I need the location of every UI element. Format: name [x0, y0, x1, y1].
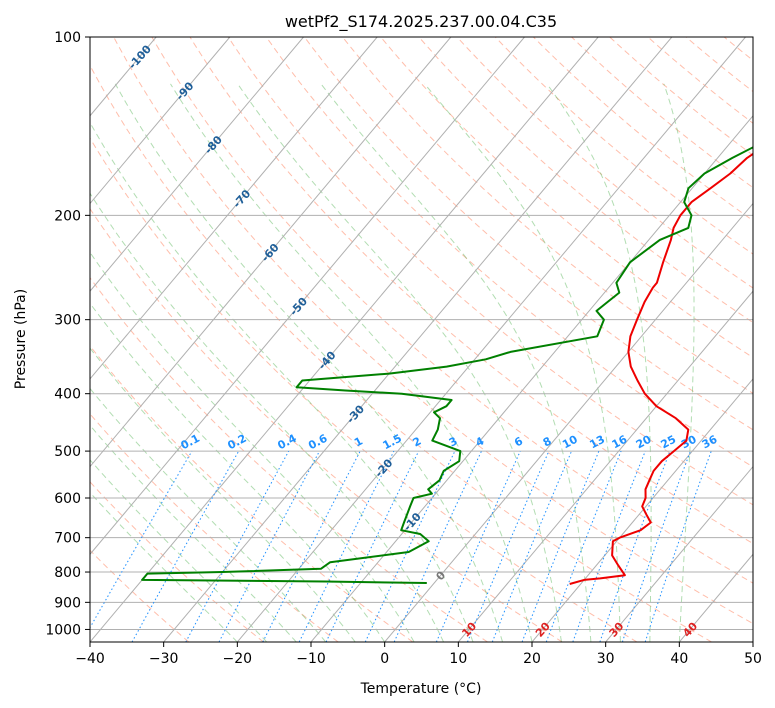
x-tick-label: 20 — [523, 651, 541, 667]
mixing-ratio-line — [435, 450, 521, 642]
isotherm-line — [236, 37, 746, 642]
x-tick-label: −10 — [296, 651, 326, 667]
y-axis-title: Pressure (hPa) — [13, 289, 29, 389]
dry-adiabat-line — [494, 37, 753, 255]
isotherm-line — [90, 37, 452, 468]
mixing-ratio-line — [621, 450, 691, 642]
moist-adiabat-line — [114, 83, 503, 642]
x-tick-label: 40 — [670, 651, 688, 667]
dry-adiabat-line — [304, 37, 753, 431]
x-tick-label: −20 — [223, 651, 253, 667]
x-tick-label: −40 — [75, 651, 105, 667]
dry-adiabat-line — [113, 37, 753, 625]
dry-adiabat-line — [90, 345, 414, 642]
isotherm-line — [531, 378, 753, 642]
dry-adiabat-line — [189, 37, 753, 545]
moist-adiabat-line — [90, 459, 268, 642]
mixing-ratio-line — [644, 450, 712, 642]
plot-frame — [89, 36, 754, 643]
moist-adiabat-line — [546, 83, 652, 642]
x-tick-label: 10 — [449, 651, 467, 667]
dry-adiabat-line — [380, 37, 753, 359]
dry-adiabat-line — [151, 37, 753, 584]
moist-adiabat-line — [90, 192, 445, 642]
isotherm-line — [90, 37, 304, 292]
isotherm-line — [605, 465, 753, 642]
x-tick-label: −30 — [149, 651, 179, 667]
mixing-ratio-label: 25 — [659, 433, 679, 452]
y-tick-label: 1000 — [45, 622, 81, 638]
isotherm-line — [90, 37, 599, 642]
moist-adiabat-line — [170, 83, 533, 642]
x-axis-title: Temperature (°C) — [360, 681, 482, 697]
y-tick-label: 700 — [54, 531, 81, 547]
dry-adiabat-line — [533, 37, 753, 222]
moist-adiabat-line — [90, 387, 327, 642]
mixing-ratio-line — [545, 450, 622, 642]
moist-adiabat-line — [90, 347, 356, 642]
x-tick-label: 30 — [597, 651, 615, 667]
y-tick-label: 800 — [54, 565, 81, 581]
moist-adiabat-line — [90, 302, 386, 642]
mixing-ratio-line — [185, 450, 290, 642]
mixing-ratio-line — [491, 450, 573, 642]
mixing-ratio-label: 10 — [560, 433, 580, 452]
dry-adiabat-line — [227, 37, 753, 506]
temperature-profile-line — [569, 152, 753, 585]
moist-adiabat-line — [237, 83, 562, 642]
isotherm-line — [457, 290, 753, 642]
moist-adiabat-line — [663, 83, 695, 642]
mixing-ratio-label: 13 — [587, 433, 607, 452]
moist-adiabat-line — [90, 121, 474, 642]
mixing-ratio-line — [572, 450, 646, 642]
dry-adiabat-line — [342, 37, 753, 394]
mixing-ratio-label: 36 — [700, 433, 720, 452]
y-tick-label: 200 — [54, 208, 81, 224]
isotherm-line — [163, 37, 673, 642]
mixing-ratio-line — [218, 450, 320, 642]
data-series — [141, 146, 753, 585]
moist-adiabat-line — [320, 83, 592, 642]
dry-adiabat-line — [90, 481, 264, 642]
mixing-ratio-label: 20 — [634, 433, 654, 452]
moist-adiabat-line — [424, 83, 621, 642]
dewpoint-profile-line — [141, 146, 753, 584]
dry-adiabat-line — [90, 137, 638, 642]
y-tick-label: 900 — [54, 595, 81, 611]
moist-adiabat-line — [90, 424, 297, 642]
x-tick-label: 0 — [380, 651, 389, 667]
y-tick-label: 300 — [54, 313, 81, 329]
dry-adiabat-line — [571, 37, 753, 189]
mixing-ratio-line — [298, 450, 395, 642]
isotherm-line — [90, 37, 231, 205]
isotherm-line — [310, 115, 753, 642]
dry-adiabat-line — [90, 64, 712, 642]
y-axis-ticks: 100 200 300 400 500 600 700 800 900 1000 — [45, 30, 90, 638]
x-axis-ticks: −40 −30 −20 −10 0 10 20 30 40 50 — [75, 642, 762, 667]
y-tick-label: 400 — [54, 387, 81, 403]
isotherm-line — [384, 202, 753, 642]
mixing-ratio-line — [467, 450, 550, 642]
isotherm-line — [90, 37, 525, 556]
mixing-ratio-label: 16 — [610, 433, 630, 452]
isotherm-line — [90, 37, 378, 380]
x-tick-label: 50 — [744, 651, 762, 667]
chart-title: wetPf2_S174.2025.237.00.04.C35 — [285, 12, 557, 32]
y-tick-label: 100 — [54, 30, 81, 46]
y-tick-label: 500 — [54, 444, 81, 460]
moist-adiabat-line — [90, 251, 415, 642]
mixing-ratio-line — [599, 450, 671, 642]
background-lines — [90, 37, 753, 642]
mixing-ratio-line — [131, 450, 240, 642]
mixing-ratio-label: 30 — [679, 433, 699, 452]
mixing-ratio-line — [521, 450, 600, 642]
y-tick-label: 600 — [54, 491, 81, 507]
